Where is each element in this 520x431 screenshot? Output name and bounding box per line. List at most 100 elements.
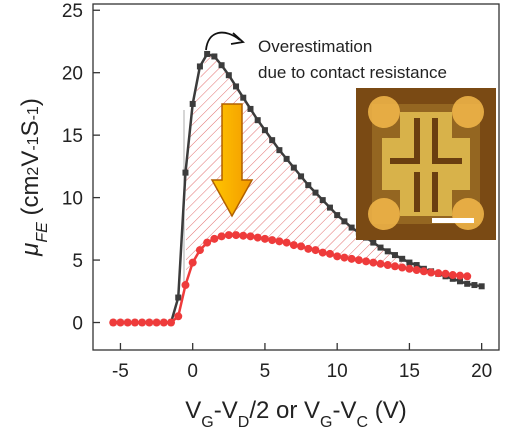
data-point <box>283 155 290 162</box>
data-point <box>282 238 291 247</box>
x-axis-label: VG-VD/2 or VG-VC (V) <box>185 397 406 431</box>
x-axis-label-part: D <box>238 414 250 431</box>
data-point <box>246 232 255 241</box>
data-point <box>434 269 443 278</box>
y-axis-label-part: 2 <box>25 167 42 176</box>
x-tick-label: 20 <box>471 361 492 382</box>
data-point <box>318 248 327 257</box>
data-point <box>289 241 298 250</box>
inset-image <box>356 88 496 240</box>
y-tick-label: 20 <box>62 64 83 85</box>
x-axis-label-part: V <box>185 397 201 424</box>
data-point <box>325 249 334 258</box>
data-point <box>188 258 197 267</box>
y-tick-label: 5 <box>72 251 83 272</box>
data-point <box>233 83 240 90</box>
data-point <box>312 189 319 196</box>
x-tick-label: 10 <box>327 361 348 382</box>
data-point <box>463 272 472 281</box>
data-point <box>269 137 276 144</box>
x-axis-label-part: -V <box>214 397 238 424</box>
y-axis-label-part: -1 <box>25 136 42 150</box>
data-point <box>347 254 356 263</box>
data-point <box>427 268 436 277</box>
down-arrow <box>210 103 254 218</box>
data-point <box>406 259 413 266</box>
data-point <box>159 318 168 327</box>
y-axis-label-part: FE <box>34 222 51 243</box>
arrow-head <box>230 32 245 45</box>
data-point <box>247 105 254 112</box>
data-point <box>399 255 406 262</box>
data-point <box>376 259 385 268</box>
data-point <box>370 239 377 246</box>
data-point <box>334 212 341 219</box>
data-point <box>297 242 306 251</box>
data-point <box>290 164 297 171</box>
y-tick-label: 0 <box>72 314 83 335</box>
data-point <box>456 278 463 285</box>
data-point <box>260 234 269 243</box>
data-point <box>340 253 349 262</box>
y-axis-label-part: V <box>17 151 44 167</box>
data-point <box>377 244 384 251</box>
data-point <box>240 94 247 101</box>
data-point <box>109 318 118 327</box>
curved-arrow <box>205 31 241 51</box>
data-point <box>455 271 464 280</box>
y-tick-label: 10 <box>62 189 83 210</box>
y-axis-label-part: (cm <box>17 176 44 223</box>
series-line <box>113 52 482 324</box>
data-point <box>145 318 154 327</box>
y-tick-label: 15 <box>62 126 83 147</box>
x-tick-label: -5 <box>112 361 129 382</box>
annotation: due to contact resistance <box>258 63 447 82</box>
data-point <box>152 318 161 327</box>
x-axis-label-part: C <box>356 414 368 431</box>
data-point <box>369 258 378 267</box>
data-point <box>211 53 218 60</box>
data-point <box>218 62 225 69</box>
data-point <box>384 248 391 255</box>
data-point <box>398 263 407 272</box>
data-point <box>333 252 342 261</box>
y-tick-label: 25 <box>62 1 83 22</box>
data-point <box>225 72 232 79</box>
data-point <box>204 50 211 57</box>
data-point <box>224 231 233 240</box>
x-axis-label-part: (V) <box>368 397 407 424</box>
plot-frame <box>92 3 500 351</box>
data-point <box>304 244 313 253</box>
data-point <box>390 262 399 271</box>
x-tick-label: 0 <box>187 361 198 382</box>
data-point <box>268 236 277 245</box>
data-point <box>195 246 204 255</box>
data-point <box>175 294 182 301</box>
y-axis-label-part: ) <box>17 98 44 106</box>
x-tick-label: 15 <box>399 361 420 382</box>
data-point <box>239 231 248 240</box>
data-point <box>326 204 333 211</box>
x-tick-label: 5 <box>260 361 271 382</box>
data-point <box>362 257 371 266</box>
data-point <box>196 63 203 70</box>
x-axis-label-part: G <box>320 414 332 431</box>
data-point <box>123 318 132 327</box>
data-point <box>383 261 392 270</box>
x-axis-label-part: G <box>201 414 213 431</box>
y-axis-label-part: -1 <box>25 106 42 120</box>
data-point <box>254 117 261 124</box>
data-point <box>182 169 189 176</box>
x-axis-label-part: -V <box>332 397 356 424</box>
data-point <box>311 246 320 255</box>
data-point <box>253 233 262 242</box>
data-point <box>319 197 326 204</box>
annotation: Overestimation <box>258 37 372 56</box>
data-point <box>116 318 125 327</box>
data-point <box>478 283 485 290</box>
data-point <box>448 271 457 280</box>
data-point <box>354 256 363 265</box>
data-point <box>419 267 428 276</box>
data-point <box>305 182 312 189</box>
data-point <box>167 318 176 327</box>
